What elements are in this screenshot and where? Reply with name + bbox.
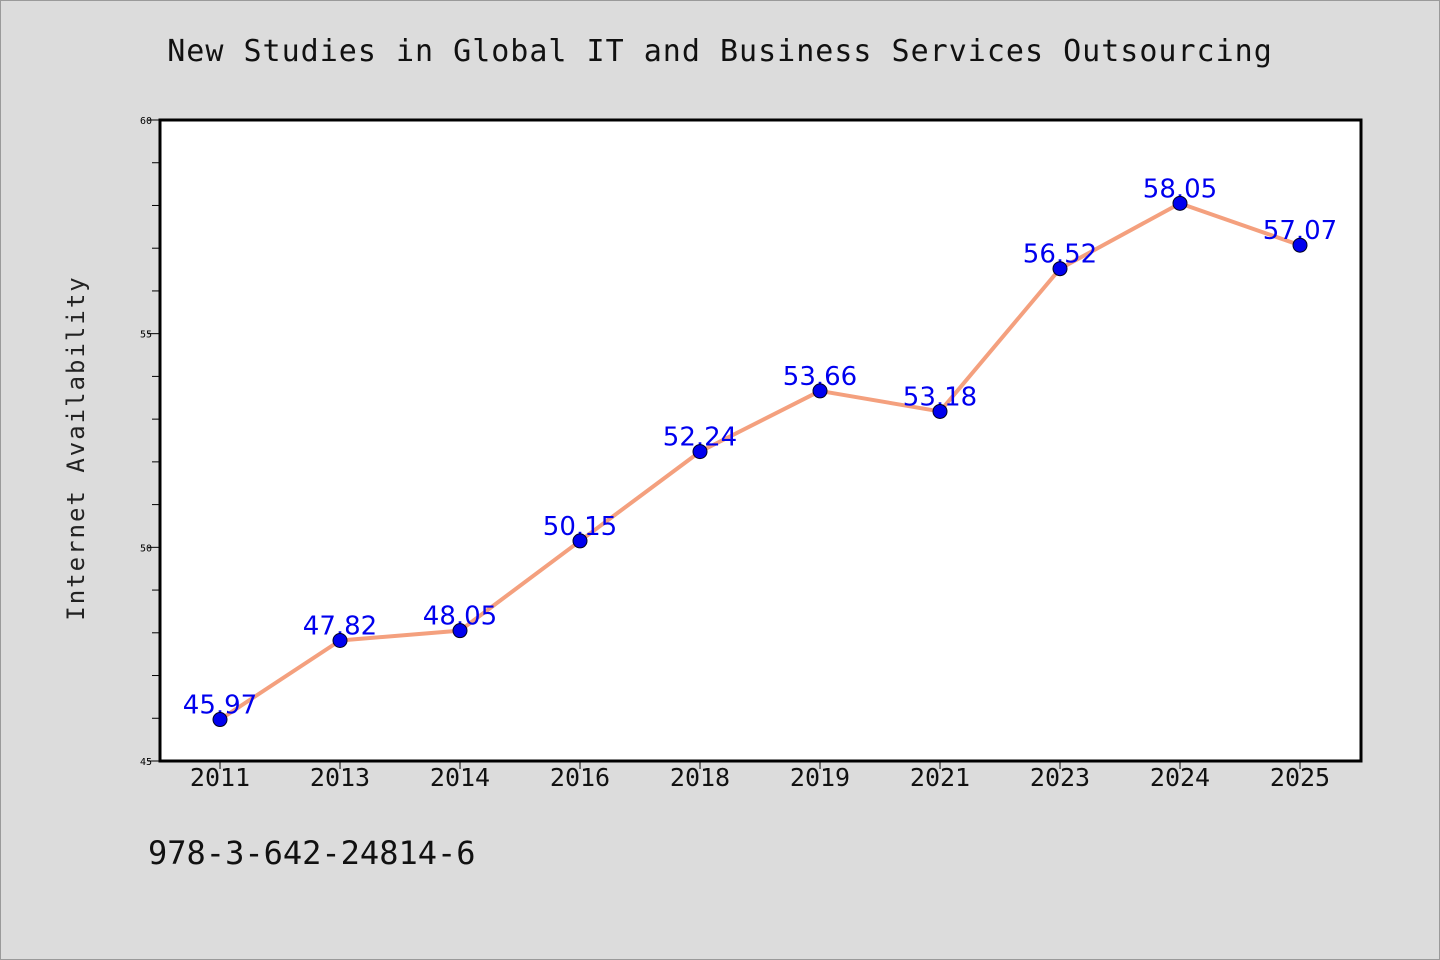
data-point bbox=[932, 403, 948, 419]
x-axis: 2011 2013 2014 2016 2018 2019 2021 2023 2024 2025 bbox=[190, 761, 1330, 792]
y-tick-label: 60 bbox=[140, 116, 152, 127]
data-markers bbox=[212, 195, 1308, 728]
data-point bbox=[1052, 261, 1068, 277]
data-point bbox=[1172, 195, 1188, 211]
footer-code: 978-3-642-24814-6 bbox=[148, 834, 476, 872]
y-tick-label: 45 bbox=[140, 757, 152, 768]
y-axis: 45 50 55 60 bbox=[140, 116, 160, 768]
data-point bbox=[332, 632, 348, 648]
y-tick-label: 50 bbox=[140, 543, 152, 554]
x-tick-label: 2024 bbox=[1150, 763, 1210, 792]
x-tick-label: 2013 bbox=[310, 763, 370, 792]
plot-area bbox=[158, 118, 1363, 763]
data-point bbox=[452, 623, 468, 639]
x-tick-label: 2011 bbox=[190, 763, 250, 792]
y-tick-label: 55 bbox=[140, 330, 152, 341]
x-tick-label: 2021 bbox=[910, 763, 970, 792]
series-polyline bbox=[218, 201, 1301, 722]
x-tick-label: 2014 bbox=[430, 763, 490, 792]
x-tick-label: 2019 bbox=[790, 763, 850, 792]
x-tick-label: 2025 bbox=[1270, 763, 1330, 792]
x-tick-label: 2018 bbox=[670, 763, 730, 792]
chart-title: New Studies in Global IT and Business Se… bbox=[167, 34, 1273, 69]
data-point bbox=[812, 383, 828, 399]
x-tick-label: 2023 bbox=[1030, 763, 1090, 792]
x-tick-label: 2016 bbox=[550, 763, 610, 792]
data-point bbox=[1292, 237, 1308, 253]
data-point bbox=[692, 444, 708, 460]
data-point bbox=[572, 533, 588, 549]
series-line bbox=[218, 201, 1301, 722]
data-point bbox=[212, 712, 228, 728]
